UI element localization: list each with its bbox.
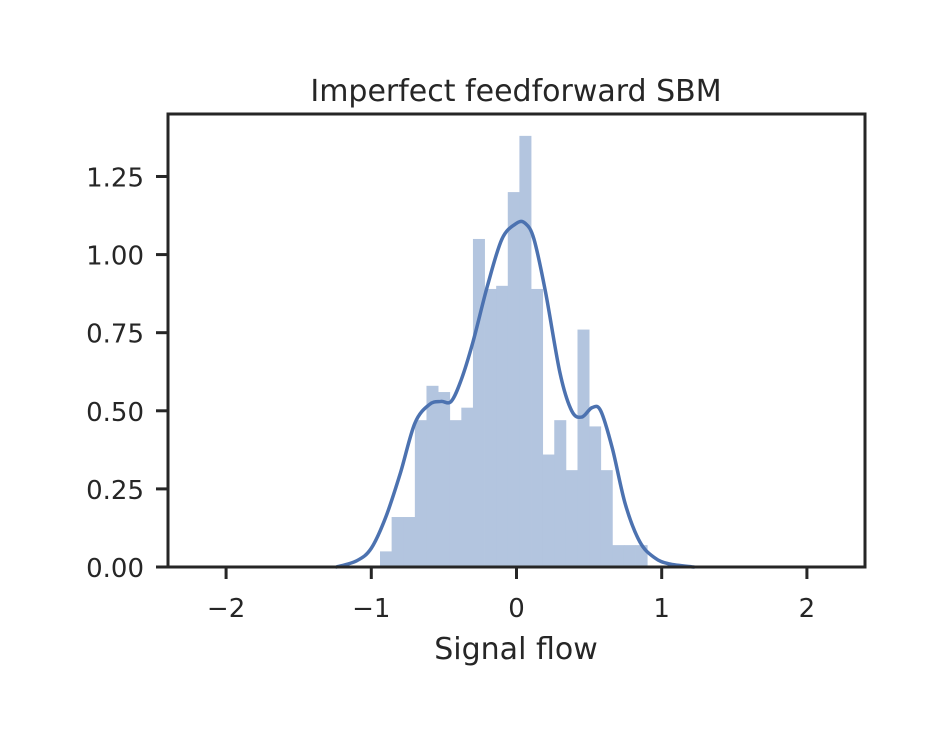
histogram-bar xyxy=(589,426,602,567)
x-axis-ticks: −2 −1 0 1 2 xyxy=(207,567,815,624)
y-tick-label: 1.00 xyxy=(86,242,144,272)
histogram-bar xyxy=(577,329,590,567)
histogram-bar xyxy=(403,517,416,567)
kde-line xyxy=(334,219,696,569)
y-tick-label: 0.00 xyxy=(86,554,144,584)
y-tick-label: 0.50 xyxy=(86,398,144,428)
x-tick-label: 2 xyxy=(799,594,816,624)
histogram-bar xyxy=(600,470,613,567)
y-tick-label: 1.25 xyxy=(86,163,144,193)
histogram-bar xyxy=(472,238,485,567)
histogram-bar xyxy=(554,420,567,567)
histogram-bar xyxy=(414,420,427,567)
histogram-bar xyxy=(380,551,393,567)
x-tick-label: 0 xyxy=(508,594,525,624)
histogram-bar xyxy=(507,192,520,567)
histogram-bar xyxy=(565,470,578,567)
x-tick-label: −2 xyxy=(207,594,245,624)
x-tick-label: 1 xyxy=(653,594,670,624)
histogram-bar xyxy=(461,407,474,567)
chart-title: Imperfect feedforward SBM xyxy=(310,74,721,109)
y-tick-label: 0.75 xyxy=(86,320,144,350)
histogram-bar xyxy=(612,545,625,567)
histogram-bar xyxy=(623,545,636,567)
histogram-bar xyxy=(438,392,451,567)
histogram-bar xyxy=(484,288,497,567)
histogram-bar xyxy=(542,454,555,567)
histogram-bar xyxy=(531,288,544,567)
y-tick-label: 0.25 xyxy=(86,476,144,506)
x-axis-title: Signal flow xyxy=(434,632,597,667)
x-tick-label: −1 xyxy=(352,594,390,624)
histogram-bar xyxy=(391,517,404,567)
histogram-bar xyxy=(496,285,509,567)
histogram-bar xyxy=(426,385,439,567)
histogram-bar xyxy=(449,420,462,567)
y-axis-ticks: 0.00 0.25 0.50 0.75 1.00 1.25 xyxy=(86,163,168,584)
histogram-bar xyxy=(519,135,532,568)
histogram-bars xyxy=(380,135,648,568)
